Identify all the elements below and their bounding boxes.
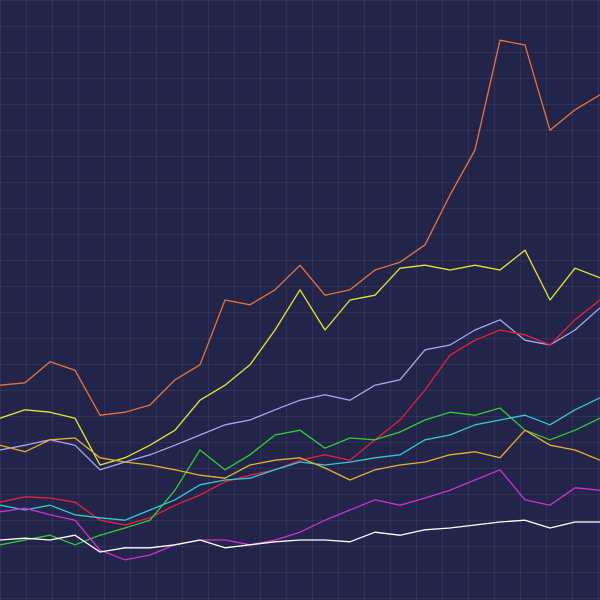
series-line	[0, 299, 600, 526]
series-line	[0, 429, 600, 481]
series-line	[0, 407, 600, 546]
series-line	[0, 307, 600, 471]
series-line	[0, 397, 600, 521]
series-line	[0, 469, 600, 561]
series-line	[0, 249, 600, 466]
series-line	[0, 39, 600, 416]
series-line	[0, 519, 600, 553]
